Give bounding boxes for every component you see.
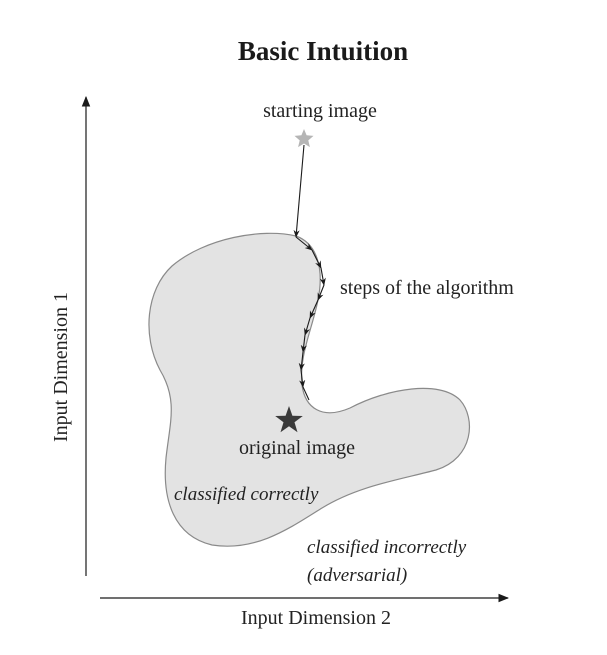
step-arrow [298,351,305,371]
step-arrow [317,284,325,301]
step-arrow [299,369,306,388]
original-image-label: original image [239,437,355,459]
step-arrow [309,299,319,319]
step-arrow [293,144,305,238]
step-arrow [319,267,326,286]
step-arrow [311,249,322,269]
y-axis-label: Input Dimension 1 [50,292,72,442]
step-arrow [304,317,311,336]
step-arrow [295,236,313,251]
step-arrow [300,334,307,353]
x-axis-label: Input Dimension 2 [241,607,391,629]
starting-image-star-icon [294,129,314,148]
original-image-star-icon [275,406,303,433]
adversarial-label: (adversarial) [307,565,407,586]
algorithm-steps-path [293,144,326,401]
steps-label: steps of the algorithm [340,277,514,299]
step-arrow [302,386,310,401]
classified-incorrectly-label: classified incorrectly [307,537,467,558]
diagram-title: Basic Intuition [238,36,408,66]
starting-image-label: starting image [263,100,377,122]
classified-correctly-label: classified correctly [174,484,319,505]
